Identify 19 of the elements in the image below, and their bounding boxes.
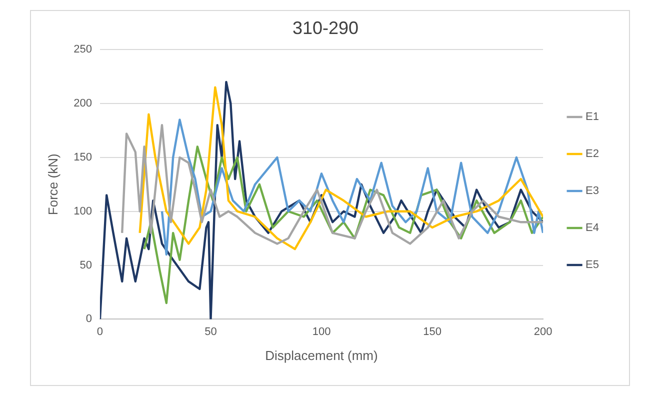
legend-label: E2 — [586, 148, 600, 160]
legend-label: E1 — [586, 111, 600, 124]
x-tick-label: 200 — [534, 326, 552, 338]
chart-title: 310-290 — [292, 18, 359, 38]
y-tick-label: 0 — [86, 313, 92, 326]
y-tick-label: 150 — [74, 151, 92, 164]
x-tick-label: 50 — [204, 326, 217, 338]
y-tick-label: 100 — [74, 205, 92, 218]
y-axis-title: Force (kN) — [45, 154, 60, 216]
y-tick-label: 250 — [74, 44, 92, 56]
y-tick-label: 50 — [80, 259, 92, 272]
legend-label: E3 — [586, 185, 600, 198]
x-tick-label: 100 — [312, 326, 331, 338]
legend-label: E4 — [586, 222, 600, 234]
x-tick-label: 150 — [423, 326, 442, 338]
y-tick-label: 200 — [74, 98, 92, 110]
legend-label: E5 — [586, 259, 600, 272]
x-axis-title: Displacement (mm) — [265, 348, 378, 363]
x-tick-label: 0 — [96, 326, 104, 338]
